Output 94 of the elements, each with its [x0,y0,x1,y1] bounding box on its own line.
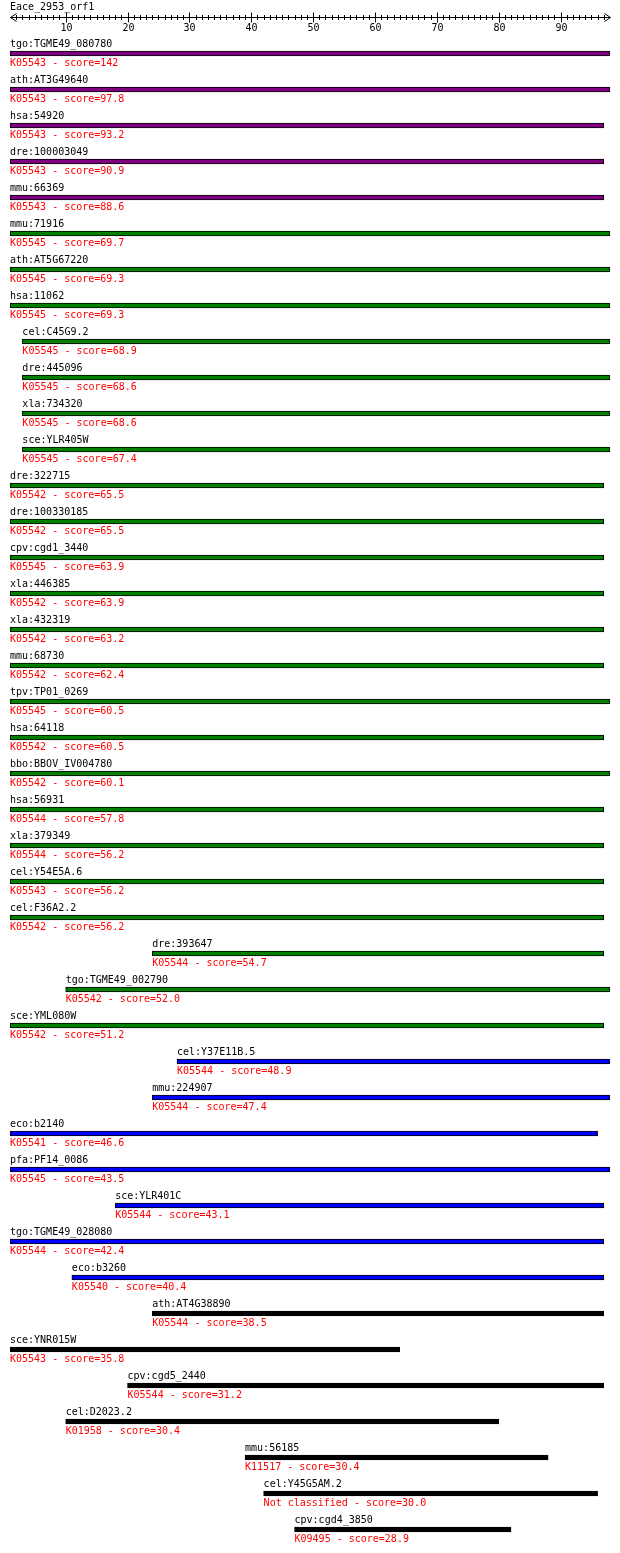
annotation: K05542 - score=63.9 [10,596,125,608]
y-tick-label: xla:446385 [10,578,71,590]
annotation: K05542 - score=60.5 [10,740,125,752]
y-tick-label: dre:100003049 [10,146,89,158]
annotation: K05544 - score=47.4 [152,1100,267,1112]
annotation: K05542 - score=63.2 [10,632,125,644]
annotation: K05545 - score=68.6 [22,416,137,428]
y-tick-label: sce:YLR405W [22,434,90,446]
annotation: K05544 - score=42.4 [10,1244,125,1256]
annotation: K05542 - score=56.2 [10,920,125,932]
x-tick-label: 40 [245,21,258,33]
annotation: K05545 - score=69.3 [10,272,125,284]
annotation: K05545 - score=69.3 [10,308,125,320]
annotation: K05542 - score=62.4 [10,668,125,680]
y-tick-label: cel:F36A2.2 [10,902,77,914]
y-tick-label: hsa:56931 [10,794,65,806]
y-tick-label: cel:D2023.2 [65,1406,132,1418]
annotation: K05545 - score=67.4 [22,452,137,464]
annotation: K11517 - score=30.4 [245,1460,360,1472]
y-tick-label: ath:AT5G67220 [10,254,89,266]
y-tick-label: mmu:71916 [10,218,65,230]
annotation: Not classified - score=30.0 [263,1496,427,1508]
x-tick-label: 80 [493,21,506,33]
y-tick-label: hsa:54920 [10,110,65,122]
annotation: K05541 - score=46.6 [10,1136,125,1148]
annotation: K05542 - score=52.0 [65,992,181,1004]
y-tick-label: dre:322715 [10,470,71,482]
annotation: K05544 - score=43.1 [115,1208,230,1220]
y-tick-label: cpv:cgd1_3440 [10,542,89,555]
annotation: K05543 - score=97.8 [10,92,125,104]
annotation: K05544 - score=54.7 [152,956,267,968]
y-tick-label: sce:YLR401C [115,1190,182,1202]
annotation: K01958 - score=30.4 [65,1424,181,1436]
annotation: K05545 - score=60.5 [10,704,125,716]
x-tick-label: 90 [555,21,568,33]
y-tick-label: bbo:BBOV_IV004780 [10,758,113,771]
y-tick-label: eco:b2140 [10,1118,65,1130]
y-tick-label: xla:432319 [10,614,71,626]
y-tick-label: xla:379349 [10,830,71,842]
y-tick-label: mmu:56185 [245,1442,300,1454]
x-tick-label: 50 [307,21,320,33]
y-tick-label: mmu:224907 [152,1082,213,1094]
x-tick-label: 70 [431,21,444,33]
y-tick-label: sce:YML080W [10,1010,78,1022]
annotation: K05540 - score=40.4 [71,1280,187,1292]
y-tick-label: xla:734320 [22,398,83,410]
y-tick-label: tpv:TP01_0269 [10,686,89,699]
y-tick-label: cpv:cgd4_3850 [294,1514,373,1527]
chart-title: Eace_2953_orf1 [10,0,95,13]
annotation: K05542 - score=65.5 [10,524,125,536]
y-tick-label: hsa:11062 [10,290,65,302]
annotation: K05544 - score=31.2 [127,1388,242,1400]
y-tick-label: sce:YNR015W [10,1334,78,1346]
annotation: K05545 - score=68.9 [22,344,137,356]
annotation: K05544 - score=48.9 [177,1064,292,1076]
annotation: K05542 - score=65.5 [10,488,125,500]
annotation: K05544 - score=57.8 [10,812,125,824]
x-tick-label: 10 [60,21,73,33]
x-tick-label: 60 [369,21,382,33]
annotation: K05544 - score=56.2 [10,848,125,860]
y-tick-label: dre:445096 [22,362,83,374]
annotation: K05545 - score=69.7 [10,236,125,248]
y-tick-label: hsa:64118 [10,722,65,734]
annotation: K05543 - score=90.9 [10,164,125,176]
y-tick-label: pfa:PF14_0086 [10,1154,89,1167]
annotation: K05542 - score=51.2 [10,1028,125,1040]
y-tick-label: cel:Y54E5A.6 [10,866,83,878]
annotation: K09495 - score=28.9 [294,1532,409,1544]
x-tick-label: 20 [122,21,135,33]
y-tick-label: dre:100330185 [10,506,89,518]
annotation: K05544 - score=38.5 [152,1316,267,1328]
y-tick-label: tgo:TGME49_028080 [10,1226,113,1239]
y-tick-label: cel:C45G9.2 [22,326,89,338]
y-tick-label: cel:Y37E11B.5 [177,1046,256,1058]
annotation: K05543 - score=56.2 [10,884,125,896]
x-tick-label: 30 [183,21,196,33]
y-tick-label: cel:Y45G5AM.2 [263,1478,342,1490]
annotation: K05543 - score=88.6 [10,200,125,212]
y-tick-label: tgo:TGME49_080780 [10,38,113,51]
annotation: K05545 - score=68.6 [22,380,137,392]
annotation: K05543 - score=142 [10,56,119,68]
y-tick-label: mmu:66369 [10,182,65,194]
annotation: K05545 - score=43.5 [10,1172,125,1184]
annotation: K05542 - score=60.1 [10,776,125,788]
y-tick-label: dre:393647 [152,938,213,950]
y-tick-label: eco:b3260 [71,1262,127,1274]
y-tick-label: mmu:68730 [10,650,65,662]
y-tick-label: cpv:cgd5_2440 [127,1370,206,1383]
annotation: K05543 - score=35.8 [10,1352,125,1364]
y-tick-label: ath:AT3G49640 [10,74,89,86]
y-tick-label: ath:AT4G38890 [152,1298,231,1310]
y-tick-label: tgo:TGME49_002790 [65,974,169,987]
annotation: K05543 - score=93.2 [10,128,125,140]
annotation: K05545 - score=63.9 [10,560,125,572]
